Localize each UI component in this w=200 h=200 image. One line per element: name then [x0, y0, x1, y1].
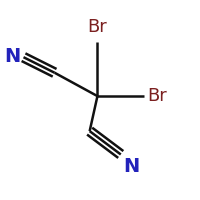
Text: Br: Br	[147, 87, 167, 105]
Text: Br: Br	[88, 18, 107, 36]
Text: N: N	[4, 47, 21, 66]
Text: N: N	[124, 157, 140, 176]
